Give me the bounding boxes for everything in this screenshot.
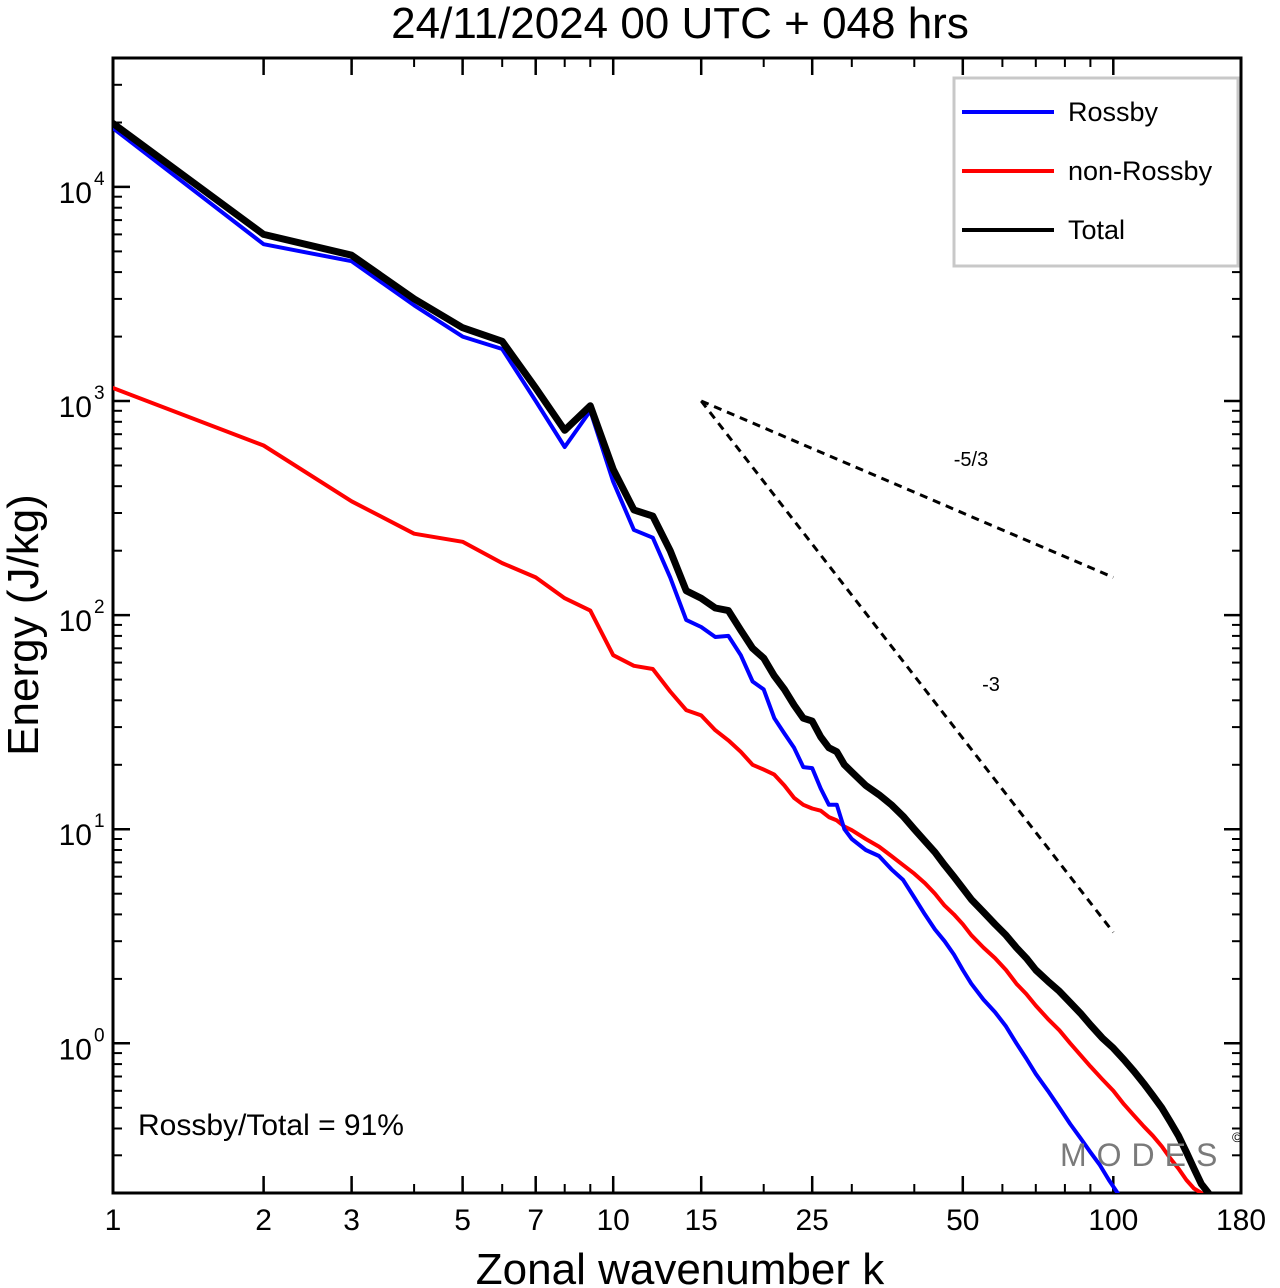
y-tick-label: 10 bbox=[59, 391, 92, 424]
series-line-total bbox=[113, 119, 1212, 1193]
x-tick-label: 5 bbox=[454, 1204, 471, 1237]
x-tick-label: 3 bbox=[343, 1204, 360, 1237]
reference-slopes: -5/3 -3 bbox=[700, 399, 1115, 934]
x-tick-label: 2 bbox=[255, 1204, 272, 1237]
y-tick-exponent: 3 bbox=[94, 383, 105, 404]
x-tick-label: 180 bbox=[1216, 1204, 1266, 1237]
x-tick-label: 1 bbox=[105, 1204, 122, 1237]
legend: Rossby non-Rossby Total bbox=[952, 76, 1240, 268]
chart-title: 24/11/2024 00 UTC + 048 hrs bbox=[391, 0, 969, 48]
series-lines bbox=[113, 119, 1212, 1193]
reference-line-label: -3 bbox=[982, 674, 1000, 696]
y-tick-exponent: 2 bbox=[94, 597, 105, 618]
watermark-text: MODES bbox=[1060, 1137, 1227, 1173]
reference-line-label: -5/3 bbox=[954, 449, 988, 471]
y-axis-label: Energy (J/kg) bbox=[0, 494, 48, 756]
y-tick-exponent: 4 bbox=[94, 169, 105, 190]
y-tick-label: 10 bbox=[59, 177, 92, 210]
x-tick-labels: 1 2 3 5 7 10 15 25 50 100 180 bbox=[105, 1204, 1266, 1237]
x-tick-label: 25 bbox=[796, 1204, 829, 1237]
legend-label: Rossby bbox=[1068, 97, 1159, 127]
series-line-rossby bbox=[113, 126, 1120, 1193]
x-axis-label: Zonal wavenumber k bbox=[476, 1245, 885, 1288]
y-tick-label: 10 bbox=[59, 819, 92, 852]
rossby-ratio-annotation: Rossby/Total = 91% bbox=[138, 1109, 404, 1142]
watermark: MODES © bbox=[1060, 1129, 1243, 1173]
x-tick-label: 15 bbox=[685, 1204, 718, 1237]
reference-line bbox=[700, 400, 1115, 934]
legend-label: Total bbox=[1068, 215, 1125, 245]
y-tick-label: 10 bbox=[59, 1033, 92, 1066]
x-tick-label: 10 bbox=[597, 1204, 630, 1237]
y-tick-exponent: 0 bbox=[94, 1025, 105, 1046]
series-line-non-rossby bbox=[113, 386, 1204, 1193]
x-tick-label: 7 bbox=[527, 1204, 544, 1237]
watermark-copyright: © bbox=[1232, 1129, 1243, 1145]
reference-line bbox=[700, 399, 1114, 579]
x-tick-label: 100 bbox=[1088, 1204, 1138, 1237]
y-tick-exponent: 1 bbox=[94, 811, 105, 832]
legend-label: non-Rossby bbox=[1068, 156, 1213, 186]
y-tick-label: 10 bbox=[59, 605, 92, 638]
x-tick-label: 50 bbox=[946, 1204, 979, 1237]
